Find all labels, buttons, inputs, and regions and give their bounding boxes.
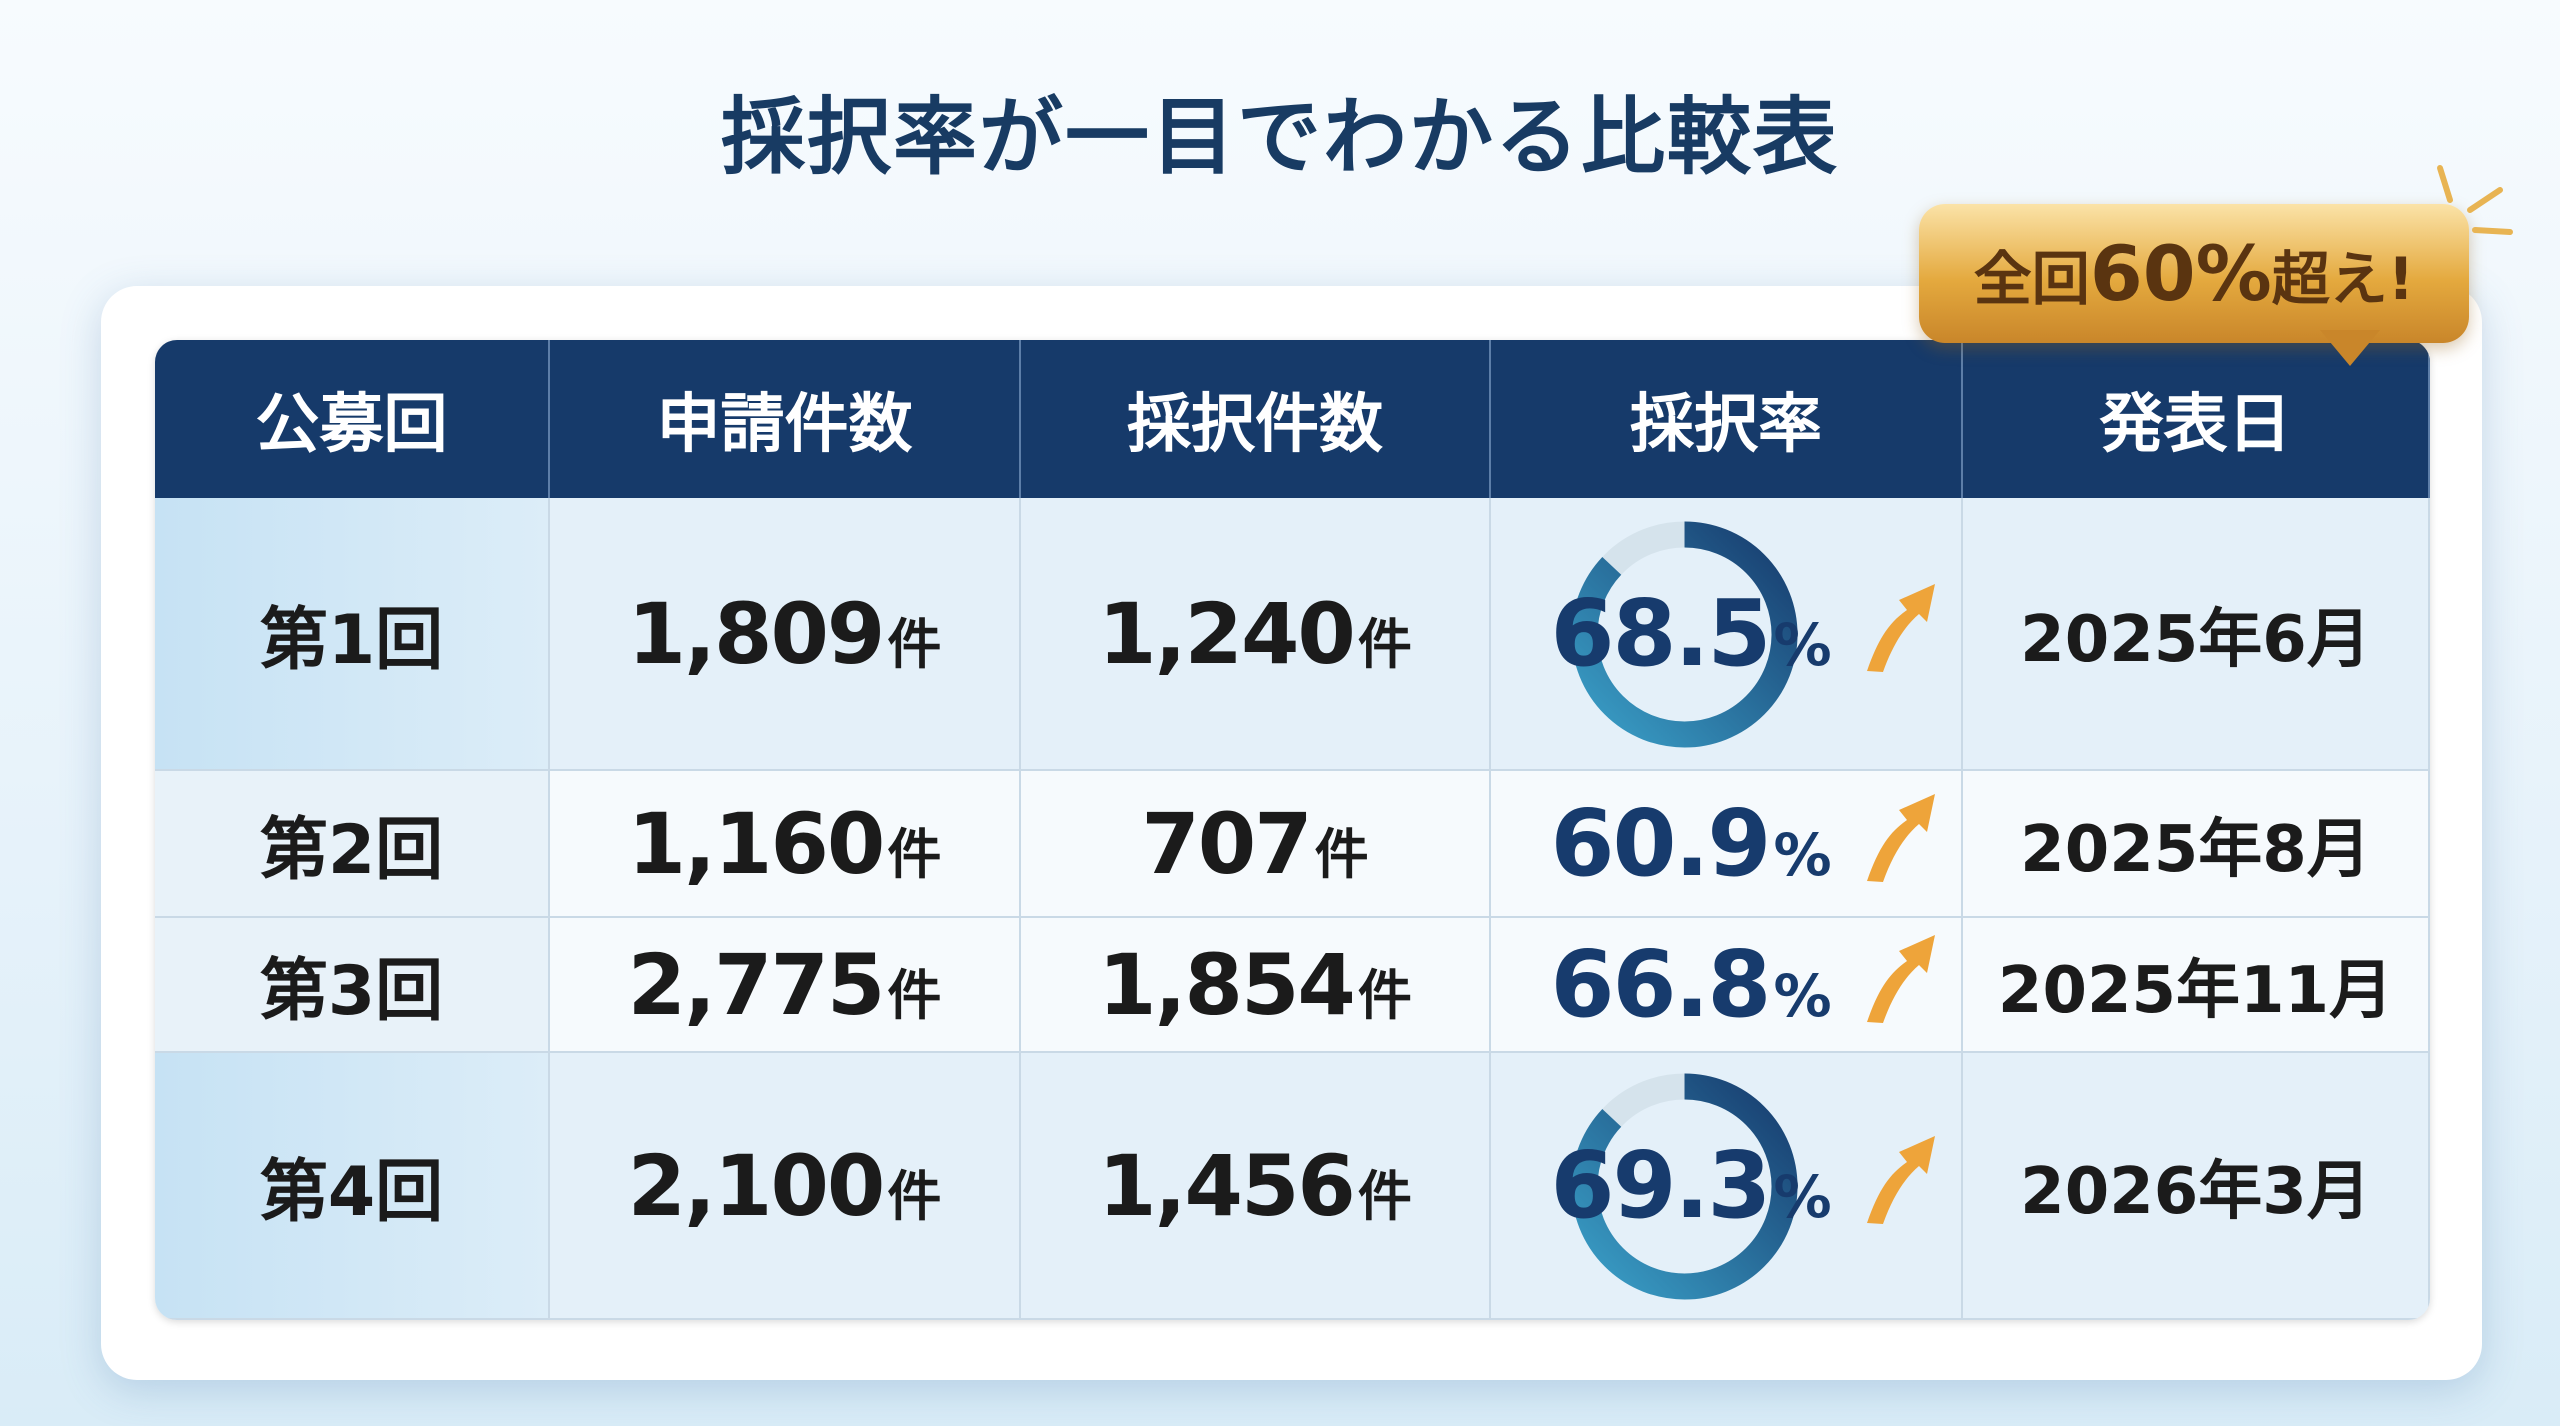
value-wrap: 60.9%	[1550, 790, 1831, 897]
value-number: 2,775	[627, 935, 886, 1034]
value-unit: %	[1773, 1163, 1832, 1231]
value-wrap: 68.5%	[1550, 580, 1831, 687]
adopted-cell: 1,456件	[1021, 1053, 1491, 1320]
ring-decoration	[1571, 521, 1798, 748]
up-arrow	[1867, 583, 1935, 672]
sparkle	[2437, 165, 2513, 235]
adopted-cell: 1,854件	[1021, 918, 1491, 1053]
up-arrow	[1867, 1135, 1935, 1224]
up-arrow	[1867, 793, 1935, 882]
value-wrap: 707件	[1141, 795, 1368, 893]
ring-decoration	[1571, 1073, 1798, 1300]
value-unit: 件	[887, 612, 942, 676]
header-cell: 公募回	[155, 340, 550, 498]
value-unit: 件	[1357, 963, 1412, 1027]
badge-highlight: 60%	[2089, 229, 2272, 318]
date-cell: 2025年11月	[1963, 918, 2430, 1053]
badge-text: 超え!	[2271, 244, 2415, 313]
value-wrap: 1,809件	[628, 585, 942, 683]
applications-cell: 2,100件	[550, 1053, 1021, 1320]
date-cell: 2026年3月	[1963, 1053, 2430, 1320]
rate-cell: 68.5%	[1491, 498, 1963, 771]
header-cell: 採択件数	[1021, 340, 1491, 498]
round-cell: 第2回	[155, 771, 550, 918]
comparison-table: 公募回 申請件数 採択件数 採択率 発表日 第1回 1,809件 1,240件 68.5% 202…	[155, 340, 2430, 1320]
value-number: 1,809	[627, 584, 886, 683]
value-unit: 件	[1357, 612, 1412, 676]
value-wrap: 2,775件	[628, 936, 942, 1034]
value-number: 1,160	[627, 794, 886, 893]
value-wrap: 1,456件	[1098, 1137, 1412, 1235]
value-unit: %	[1773, 611, 1832, 679]
rate-cell: 69.3%	[1491, 1053, 1963, 1320]
round-cell: 第3回	[155, 918, 550, 1053]
value-wrap: 69.3%	[1550, 1132, 1831, 1239]
date-cell: 2025年6月	[1963, 498, 2430, 771]
header-cell: 申請件数	[550, 340, 1021, 498]
header-cell: 発表日	[1963, 340, 2430, 498]
up-arrow	[1867, 934, 1935, 1023]
value-number: 60.9	[1550, 790, 1771, 897]
adopted-cell: 707件	[1021, 771, 1491, 918]
value-unit: %	[1773, 821, 1832, 889]
applications-cell: 1,160件	[550, 771, 1021, 918]
rate-cell: 66.8%	[1491, 918, 1963, 1053]
header-cell: 採択率	[1491, 340, 1963, 498]
value-unit: 件	[887, 1164, 942, 1228]
value-number: 707	[1141, 794, 1312, 893]
date-cell: 2025年8月	[1963, 771, 2430, 918]
value-number: 68.5	[1550, 580, 1771, 687]
value-wrap: 1,160件	[628, 795, 942, 893]
adopted-cell: 1,240件	[1021, 498, 1491, 771]
value-unit: 件	[887, 822, 942, 886]
applications-cell: 1,809件	[550, 498, 1021, 771]
badge-text: 全回	[1973, 244, 2090, 313]
applications-cell: 2,775件	[550, 918, 1021, 1053]
value-unit: 件	[1357, 1164, 1412, 1228]
badge-pointer	[2320, 330, 2380, 366]
value-unit: 件	[887, 963, 942, 1027]
badge: 全回 60% 超え!	[1919, 204, 2469, 343]
value-number: 1,456	[1098, 1136, 1356, 1235]
value-number: 1,240	[1098, 584, 1356, 683]
page-title: 採択率が一目でわかる比較表	[720, 88, 1839, 186]
value-wrap: 2,100件	[628, 1137, 942, 1235]
value-wrap: 1,240件	[1098, 585, 1412, 683]
value-number: 2,100	[627, 1136, 886, 1235]
value-number: 69.3	[1550, 1132, 1771, 1239]
value-unit: 件	[1314, 822, 1369, 886]
value-number: 1,854	[1098, 935, 1356, 1034]
round-cell: 第4回	[155, 1053, 550, 1320]
value-number: 66.8	[1550, 931, 1771, 1038]
round-cell: 第1回	[155, 498, 550, 771]
value-unit: %	[1773, 962, 1832, 1030]
value-wrap: 1,854件	[1098, 936, 1412, 1034]
value-wrap: 66.8%	[1550, 931, 1831, 1038]
rate-cell: 60.9%	[1491, 771, 1963, 918]
